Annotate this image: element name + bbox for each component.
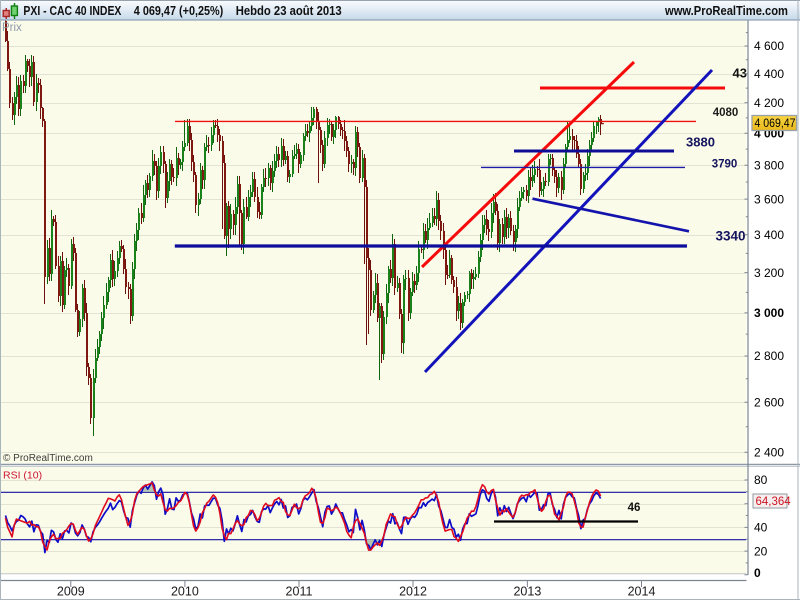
svg-text:2 600: 2 600 (754, 396, 784, 410)
svg-text:PXI - CAC 40 INDEX: PXI - CAC 40 INDEX (23, 4, 122, 18)
svg-text:2013: 2013 (513, 585, 541, 599)
svg-text:www.ProRealTime.com: www.ProRealTime.com (664, 4, 788, 18)
svg-text:4 200: 4 200 (754, 96, 784, 110)
svg-text:2009: 2009 (57, 585, 85, 599)
svg-text:3 600: 3 600 (754, 192, 784, 206)
svg-text:3 200: 3 200 (754, 266, 784, 280)
svg-text:2014: 2014 (628, 585, 656, 599)
svg-text:4 400: 4 400 (754, 67, 784, 81)
svg-text:2012: 2012 (399, 585, 427, 599)
svg-text:Prix: Prix (2, 22, 22, 34)
svg-text:3340: 3340 (715, 229, 745, 244)
svg-text:3 400: 3 400 (754, 228, 784, 242)
svg-text:3880: 3880 (686, 135, 715, 150)
svg-text:4080: 4080 (713, 107, 739, 119)
svg-text:3 800: 3 800 (754, 159, 784, 173)
svg-text:46: 46 (628, 502, 641, 514)
svg-text:© ProRealTime.com: © ProRealTime.com (3, 453, 93, 464)
svg-text:Hebdo 23 août 2013: Hebdo 23 août 2013 (236, 4, 342, 18)
svg-text:2011: 2011 (286, 585, 313, 599)
svg-text:0: 0 (754, 566, 761, 580)
svg-text:4 600: 4 600 (754, 39, 784, 53)
svg-text:2 800: 2 800 (754, 349, 784, 363)
svg-text:80: 80 (754, 473, 768, 487)
svg-text:3 000: 3 000 (754, 306, 784, 320)
svg-text:3790: 3790 (712, 159, 738, 171)
svg-text:64,364: 64,364 (756, 496, 792, 508)
svg-text:4 069,47 (+0,25%): 4 069,47 (+0,25%) (134, 4, 224, 18)
svg-text:2 400: 2 400 (754, 446, 784, 460)
svg-text:4 069,47: 4 069,47 (755, 118, 796, 130)
svg-text:RSI (10): RSI (10) (3, 470, 42, 482)
svg-text:40: 40 (754, 521, 768, 535)
svg-text:43: 43 (733, 66, 747, 81)
svg-text:2010: 2010 (171, 585, 199, 599)
svg-text:20: 20 (754, 544, 768, 558)
